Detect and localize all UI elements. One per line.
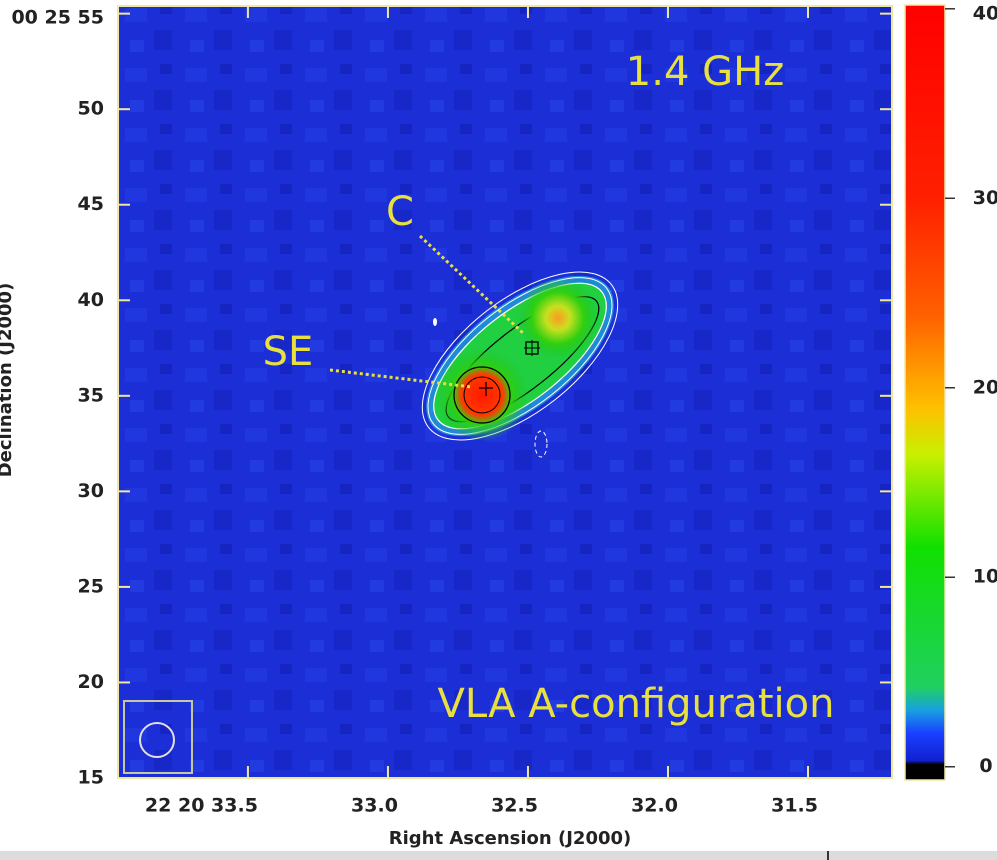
bottom-strip (0, 851, 997, 860)
beam (139, 722, 175, 758)
colorbar-tick-label: 20 (973, 376, 997, 398)
x-tick-label: 33.0 (351, 795, 398, 817)
y-axis-label: Declination (J2000) (0, 283, 16, 478)
colorbar-tick-label: 30 (973, 187, 997, 209)
y-tick-label: 30 (78, 480, 104, 502)
x-tick-label: 32.0 (631, 795, 678, 817)
frame (117, 5, 893, 779)
y-tick-label: 25 (78, 575, 104, 597)
plot-area: 1.4 GHz VLA A-configuration C SE (117, 5, 893, 779)
frequency-label: 1.4 GHz (626, 49, 784, 95)
beam-box (123, 700, 193, 774)
y-tick-label: 50 (78, 98, 104, 120)
config-label: VLA A-configuration (438, 681, 835, 727)
component-label: SE (263, 329, 314, 375)
colorbar (904, 4, 946, 781)
colorbar-tick-label: 40 (973, 3, 997, 25)
y-tick-label: 40 (78, 289, 104, 311)
y-tick-label: 15 (78, 767, 104, 789)
source-emission (329, 234, 619, 458)
component-label: C (386, 189, 414, 235)
y-tick-label: 00 25 55 (11, 7, 104, 29)
x-axis-label: Right Ascension (J2000) (389, 828, 632, 849)
y-tick-label: 35 (78, 384, 104, 406)
y-tick-label: 45 (78, 193, 104, 215)
x-tick-label: 32.5 (491, 795, 538, 817)
colorbar-tick-label: 0 (979, 755, 992, 777)
colorbar-tick-label: 10 (973, 566, 997, 588)
x-tick-label: 22 20 33.5 (145, 795, 258, 817)
y-tick-label: 20 (78, 671, 104, 693)
x-tick-label: 31.5 (771, 795, 818, 817)
